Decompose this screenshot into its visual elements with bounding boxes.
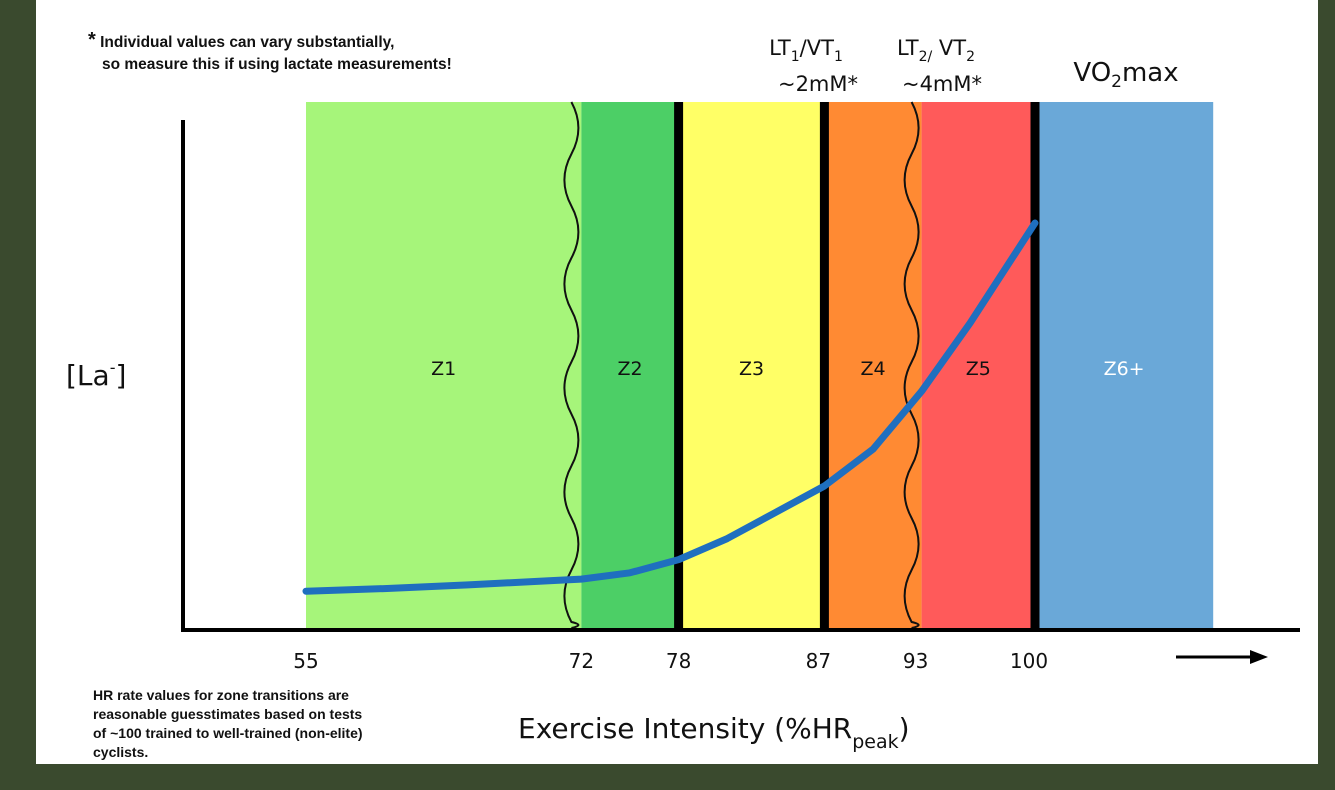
bottom-note-line-2: reasonable guesstimates based on tests [93, 706, 363, 722]
zone-label: Z5 [966, 358, 991, 380]
y-axis-label-close: ] [115, 359, 126, 392]
y-axis-label-base: [La [66, 359, 110, 392]
threshold-header-part: max [1122, 58, 1179, 88]
y-axis-label-sup: - [110, 358, 116, 377]
threshold-header-part: VT [932, 36, 966, 60]
x-tick-label: 78 [666, 649, 691, 673]
zone-label: Z1 [431, 358, 456, 380]
chart-stage: * Individual values can vary substantial… [36, 0, 1318, 764]
x-tick-label: 55 [293, 649, 318, 673]
bottom-note-line-1: HR rate values for zone transitions are [93, 687, 349, 703]
top-note-line-2: so measure this if using lactate measure… [102, 56, 452, 73]
threshold-header-sub: 1 [791, 49, 800, 65]
threshold-header-78: LT1/VT1 [769, 36, 843, 65]
bottom-note-line-3: of ~100 trained to well-trained (non-eli… [93, 725, 363, 741]
lactate-curve [302, 219, 1039, 595]
threshold-header-sub: 2 [1111, 72, 1122, 92]
bottom-note-line-4: cyclists. [93, 744, 149, 760]
x-axis-label-sub: peak [852, 731, 898, 753]
zone-label: Z4 [860, 358, 885, 380]
x-axis-label-close: ) [899, 712, 910, 745]
threshold-header-87: LT2/ VT2 [897, 36, 975, 65]
zone-band-z2 [581, 102, 679, 628]
lactate-zone-chart: Z1 Z2 Z3 Z4 Z5 Z6+ 55 72 78 87 93 100 [La-] Exercise … [66, 36, 1300, 753]
zone-label: Z3 [739, 358, 764, 380]
top-note-line-1: Individual values can vary substantially… [100, 34, 395, 51]
x-axis-label: Exercise Intensity (%HRpeak) [518, 712, 910, 753]
fuzzy-boundary-93 [903, 101, 920, 629]
y-axis-label: [La-] [66, 358, 126, 392]
zone-band-z1 [306, 102, 582, 628]
threshold-header-part: LT [897, 36, 919, 60]
x-axis-label-base: Exercise Intensity (%HR [518, 712, 852, 745]
zone-label: Z2 [617, 358, 642, 380]
zone-band-z6plus [1035, 102, 1214, 628]
threshold-header-sub: 2/ [919, 49, 933, 65]
fuzzy-boundary-72 [563, 101, 580, 629]
threshold-mm-label-78: ~2mM* [778, 72, 858, 96]
zone-band-z3 [678, 102, 825, 628]
x-tick-label: 87 [806, 649, 831, 673]
top-note: * Individual values can vary substantial… [88, 29, 452, 76]
x-tick-label: 93 [903, 649, 928, 673]
threshold-header-100: VO2max [1073, 58, 1178, 92]
threshold-header-sub: 1 [834, 49, 843, 65]
asterisk-mark: * [88, 29, 96, 51]
threshold-header-part: VO [1073, 58, 1111, 88]
x-arrow-head [1250, 650, 1268, 664]
x-tick-label: 72 [569, 649, 594, 673]
threshold-header-part: LT [769, 36, 791, 60]
threshold-header-part: /VT [800, 36, 834, 60]
bottom-note: HR rate values for zone transitions are … [93, 686, 453, 762]
threshold-mm-label-87: ~4mM* [902, 72, 982, 96]
x-tick-label: 100 [1010, 649, 1048, 673]
zone-label: Z6+ [1104, 358, 1145, 380]
threshold-header-sub: 2 [966, 49, 975, 65]
